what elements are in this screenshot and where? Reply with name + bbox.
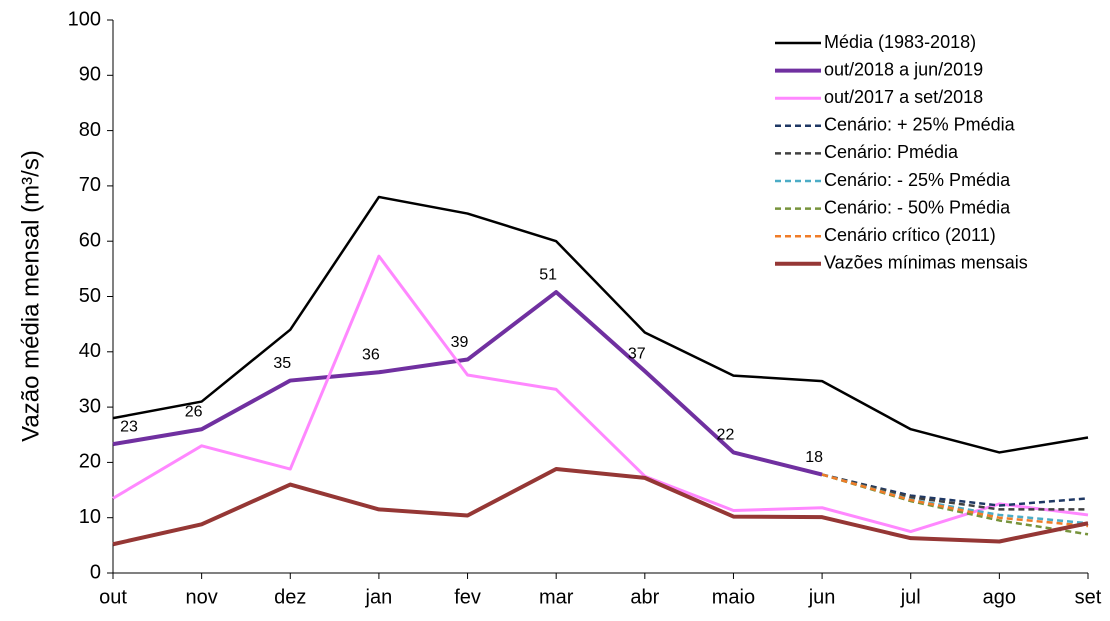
data-label: 23 [120,418,138,435]
legend-label: out/2018 a jun/2019 [824,59,983,79]
y-tick-label: 100 [68,8,101,30]
legend-label: Cenário: + 25% Pmédia [824,115,1016,135]
x-tick-label: out [99,586,127,608]
y-tick-label: 50 [79,285,101,307]
series-line [112,195,1089,454]
y-tick-label: 40 [79,340,101,362]
y-tick-label: 80 [79,119,101,141]
legend-label: Vazões mínimas mensais [824,253,1028,273]
y-axis-label: Vazão média mensal (m³/s) [17,150,44,442]
x-tick-label: nov [186,586,218,608]
data-label: 36 [362,346,380,363]
y-tick-label: 90 [79,64,101,86]
series-line [112,467,1089,547]
data-label: 18 [805,449,823,466]
x-tick-label: abr [630,586,659,608]
legend-label: Cenário crítico (2011) [824,225,996,245]
y-tick-label: 70 [79,174,101,196]
x-tick-label: ago [983,586,1016,608]
x-tick-label: maio [712,586,755,608]
y-tick-label: 60 [79,229,101,251]
data-label: 37 [628,345,646,362]
legend-label: Cenário: - 50% Pmédia [824,197,1011,217]
legend-label: Cenário: Pmédia [824,142,959,162]
legend-label: out/2017 a set/2018 [824,87,983,107]
data-label: 51 [539,266,557,283]
data-label: 26 [185,403,203,420]
x-tick-label: dez [274,586,306,608]
x-tick-label: jun [808,586,836,608]
series-line [112,290,823,477]
legend-label: Média (1983-2018) [824,32,976,52]
y-tick-label: 30 [79,395,101,417]
legend-label: Cenário: - 25% Pmédia [824,170,1011,190]
series-line [821,473,1089,525]
x-tick-label: mar [539,586,574,608]
x-tick-label: fev [454,586,481,608]
x-tick-label: jul [900,586,921,608]
series-line [112,254,1089,534]
y-tick-label: 10 [79,506,101,528]
series-line [821,473,1089,507]
data-label: 22 [717,427,735,444]
data-label: 39 [451,334,469,351]
data-label: 35 [273,355,291,372]
y-tick-label: 20 [79,451,101,473]
y-tick-label: 0 [90,561,101,583]
series-line [821,473,1088,511]
x-tick-label: jan [365,586,393,608]
x-tick-label: set [1075,586,1102,608]
